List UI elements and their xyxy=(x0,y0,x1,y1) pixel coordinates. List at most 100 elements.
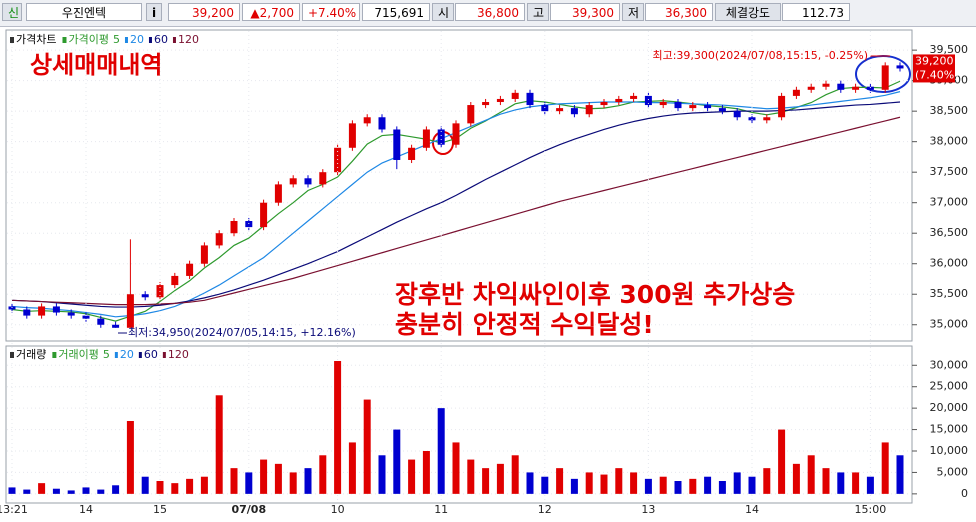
volume-bar xyxy=(8,487,16,494)
candle-body xyxy=(896,65,904,69)
max-label: 최고:39,300(2024/07/08,15:15, -0.25%) xyxy=(652,49,868,62)
candle-body xyxy=(452,123,460,145)
legend-swatch xyxy=(138,352,142,358)
candle-body xyxy=(585,105,593,115)
volume-bar xyxy=(659,476,667,494)
legend-swatch xyxy=(114,352,118,358)
volume-bar xyxy=(792,463,800,494)
legend-item: 60 xyxy=(154,33,168,46)
last-price: 39,200 xyxy=(915,54,954,67)
y-tick-label: 39,500 xyxy=(930,43,969,56)
volume-bar xyxy=(866,476,874,494)
volume-bar xyxy=(319,455,327,494)
legend-title: 거래량 xyxy=(16,348,46,361)
candle-body xyxy=(689,105,697,109)
candle-body xyxy=(319,172,327,185)
volume-bar xyxy=(437,408,445,494)
y-tick-label: 25,000 xyxy=(930,380,969,393)
legend-title: 가격차트 xyxy=(16,33,56,46)
strength: 112.73 xyxy=(782,3,850,21)
candle-body xyxy=(260,202,268,228)
y-tick-label: 37,000 xyxy=(930,196,969,209)
stock-name[interactable]: 우진엔텍 xyxy=(26,3,142,21)
y-tick-label: 36,500 xyxy=(930,226,969,239)
volume-bar xyxy=(570,478,578,494)
legend-item: 120 xyxy=(168,348,189,361)
volume-bar xyxy=(615,468,623,494)
candle-body xyxy=(467,105,475,124)
candle-body xyxy=(186,263,194,276)
candle-body xyxy=(408,147,416,160)
legend-swatch xyxy=(62,37,67,43)
y-tick-label: 0 xyxy=(961,487,968,500)
y-tick-label: 5,000 xyxy=(937,465,969,478)
volume-bar xyxy=(422,451,430,494)
info-button[interactable]: i xyxy=(146,3,162,21)
volume-bar xyxy=(23,489,31,494)
candle-body xyxy=(38,306,46,316)
candle-body xyxy=(837,83,845,90)
volume-bar xyxy=(289,472,297,494)
volume-bar xyxy=(260,459,268,494)
volume-bar xyxy=(112,485,120,494)
rate: +7.40% xyxy=(302,3,360,21)
volume-bar xyxy=(763,468,771,494)
candle-body xyxy=(674,102,682,109)
market[interactable]: 신 xyxy=(2,3,22,21)
legend-swatch xyxy=(10,37,14,43)
y-tick-label: 35,000 xyxy=(930,318,969,331)
volume-bar xyxy=(126,421,134,494)
candle-body xyxy=(171,275,179,286)
legend-swatch xyxy=(162,352,166,358)
x-tick-label: 14 xyxy=(79,503,93,516)
candle-body xyxy=(822,83,830,87)
volume-bar xyxy=(393,429,401,494)
volume-bar xyxy=(67,490,75,494)
volume-bar xyxy=(378,455,386,494)
candle-body xyxy=(763,117,771,121)
candle-body xyxy=(289,178,297,185)
y-tick-label: 15,000 xyxy=(930,423,969,436)
volume-bar xyxy=(822,468,830,494)
candle-body xyxy=(245,221,253,228)
y-tick-label: 36,000 xyxy=(930,257,969,270)
last-rate: (7.40%) xyxy=(915,68,959,81)
volume-bar xyxy=(630,472,638,494)
candle-body xyxy=(615,98,623,103)
volume-bar xyxy=(200,476,208,494)
open-label: 시 xyxy=(432,3,454,21)
annotation: 장후반 차익싸인이후 300원 추가상승 xyxy=(395,280,795,309)
y-tick-label: 35,500 xyxy=(930,287,969,300)
legend-ma-title: 거래이평 xyxy=(58,348,98,361)
annotation: 충분히 안정적 수익달성! xyxy=(395,310,654,339)
volume-bar xyxy=(881,442,889,494)
x-tick-label: 11 xyxy=(434,503,448,516)
x-tick-label: 14 xyxy=(745,503,759,516)
candle-body xyxy=(792,89,800,96)
volume-bar xyxy=(896,455,904,494)
legend-swatch xyxy=(10,352,14,358)
volume-bar xyxy=(704,476,712,494)
x-tick-label: 15 xyxy=(153,503,167,516)
volume-bar xyxy=(748,476,756,494)
y-tick-label: 37,500 xyxy=(930,165,969,178)
strength-label: 체결강도 xyxy=(715,3,781,21)
legend-swatch xyxy=(124,37,128,43)
candle-body xyxy=(866,86,874,90)
high: 39,300 xyxy=(550,3,620,21)
candle-body xyxy=(600,102,608,106)
volume-bar xyxy=(496,463,504,494)
toolbar: 신 우진엔텍 i 39,200 ▲2,700 +7.40% 715,691 시 … xyxy=(0,0,976,27)
volume-bar xyxy=(600,474,608,494)
volume-bar xyxy=(38,483,46,494)
candle-body xyxy=(881,65,889,90)
last-price-box xyxy=(913,54,955,83)
volume-bar xyxy=(186,478,194,494)
candle-body xyxy=(778,95,786,118)
volume-bar xyxy=(304,468,312,494)
candle-body xyxy=(52,306,60,313)
volume-bar xyxy=(408,459,416,494)
volume-bar xyxy=(334,361,342,494)
volume-bar xyxy=(585,472,593,494)
